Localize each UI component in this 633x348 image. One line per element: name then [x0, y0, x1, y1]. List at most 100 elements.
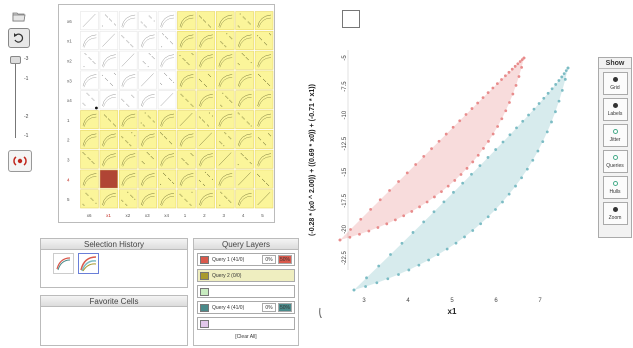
matrix-cell[interactable]: [235, 11, 254, 31]
matrix-cell[interactable]: [177, 110, 196, 130]
matrix-cell[interactable]: [157, 169, 177, 189]
matrix-cell[interactable]: [254, 110, 274, 130]
matrix-cell[interactable]: [99, 130, 119, 149]
matrix-cell[interactable]: [99, 189, 119, 209]
scatterplot-matrix[interactable]: x6 x1 x2 x3 x4 1 2 3 4 5 x6 x1 x2 x3 x4 1 2 3 4 5: [58, 4, 275, 223]
matrix-cell[interactable]: [118, 130, 138, 149]
matrix-cell[interactable]: [235, 130, 254, 149]
query-layer-row[interactable]: Query 1 (41/0) 0% 50%: [197, 253, 295, 266]
matrix-cell[interactable]: [157, 11, 177, 31]
matrix-cell[interactable]: [118, 30, 138, 50]
matrix-cell[interactable]: [138, 189, 157, 209]
matrix-cell[interactable]: [235, 169, 254, 189]
matrix-cell[interactable]: [138, 130, 157, 149]
matrix-cell[interactable]: [138, 169, 157, 189]
matrix-cell[interactable]: [216, 30, 235, 50]
matrix-cell[interactable]: [80, 30, 99, 50]
matrix-cell[interactable]: [177, 189, 196, 209]
matrix-cell[interactable]: [196, 169, 216, 189]
matrix-cell[interactable]: [138, 110, 157, 130]
layer-opacity-field[interactable]: 0%: [262, 255, 276, 264]
matrix-cell[interactable]: [196, 50, 216, 70]
query-layer-row[interactable]: [197, 285, 295, 298]
matrix-cell[interactable]: [99, 11, 119, 31]
layer-alpha-field[interactable]: 50%: [278, 255, 292, 264]
matrix-cell[interactable]: [80, 70, 99, 90]
show-zoom-button[interactable]: Zoom: [602, 202, 628, 225]
matrix-cell[interactable]: [196, 130, 216, 149]
matrix-cell[interactable]: [118, 11, 138, 31]
matrix-cell[interactable]: [80, 50, 99, 70]
clear-all-link[interactable]: [Clear All]: [235, 334, 257, 340]
matrix-cell[interactable]: [118, 50, 138, 70]
matrix-cell[interactable]: [157, 110, 177, 130]
query-layer-row[interactable]: [197, 317, 295, 330]
layer-color-swatch[interactable]: [200, 271, 209, 280]
matrix-cell[interactable]: [157, 50, 177, 70]
query-layer-row[interactable]: Query 4 (41/0) 0% 50%: [197, 301, 295, 314]
matrix-cell[interactable]: [157, 90, 177, 110]
matrix-cell[interactable]: [254, 30, 274, 50]
matrix-cell[interactable]: [235, 70, 254, 90]
matrix-cell[interactable]: [196, 11, 216, 31]
show-queries-button[interactable]: Queries: [602, 150, 628, 173]
matrix-cell[interactable]: [118, 169, 138, 189]
matrix-cell[interactable]: [99, 50, 119, 70]
matrix-cell[interactable]: [177, 70, 196, 90]
matrix-cell[interactable]: [177, 11, 196, 31]
matrix-cell[interactable]: [254, 70, 274, 90]
open-folder-button[interactable]: [8, 6, 30, 26]
matrix-cell[interactable]: [138, 70, 157, 90]
matrix-cell[interactable]: [80, 110, 99, 130]
matrix-cell[interactable]: [196, 30, 216, 50]
matrix-cell[interactable]: [118, 189, 138, 209]
matrix-cell[interactable]: [235, 30, 254, 50]
matrix-cell[interactable]: [99, 30, 119, 50]
matrix-cell[interactable]: [177, 149, 196, 169]
layer-opacity-field[interactable]: 0%: [262, 303, 276, 312]
matrix-cell[interactable]: [254, 50, 274, 70]
layer-color-swatch[interactable]: [200, 287, 209, 296]
matrix-cell[interactable]: [138, 90, 157, 110]
history-item-active[interactable]: [78, 253, 99, 274]
layer-alpha-field[interactable]: 50%: [278, 303, 292, 312]
matrix-cell[interactable]: [80, 90, 99, 110]
zoom-slider[interactable]: -3 -1 -2 -1: [10, 56, 32, 142]
matrix-cell[interactable]: [99, 70, 119, 90]
matrix-cell[interactable]: [196, 70, 216, 90]
matrix-cell[interactable]: [99, 149, 119, 169]
matrix-cell[interactable]: [118, 70, 138, 90]
matrix-cell[interactable]: [177, 169, 196, 189]
history-item[interactable]: [53, 253, 74, 274]
matrix-cell[interactable]: [196, 189, 216, 209]
matrix-cell[interactable]: [80, 11, 99, 31]
slider-thumb[interactable]: [10, 56, 21, 64]
matrix-cell[interactable]: [216, 130, 235, 149]
matrix-cell[interactable]: [216, 110, 235, 130]
matrix-cell[interactable]: [216, 50, 235, 70]
matrix-cell[interactable]: [254, 130, 274, 149]
show-jitter-button[interactable]: Jitter: [602, 124, 628, 147]
select-checkbox[interactable]: [342, 10, 360, 28]
layer-color-swatch[interactable]: [200, 303, 209, 312]
matrix-cell[interactable]: [99, 90, 119, 110]
matrix-cell[interactable]: [118, 110, 138, 130]
matrix-cell[interactable]: [216, 189, 235, 209]
matrix-cell[interactable]: [138, 11, 157, 31]
matrix-cell[interactable]: [80, 130, 99, 149]
matrix-cell[interactable]: [99, 169, 119, 189]
show-hulls-button[interactable]: Hulls: [602, 176, 628, 199]
matrix-cell[interactable]: [216, 169, 235, 189]
matrix-cell[interactable]: [118, 149, 138, 169]
matrix-cell[interactable]: [216, 11, 235, 31]
matrix-cell[interactable]: [157, 189, 177, 209]
matrix-cell[interactable]: [157, 30, 177, 50]
scatter-plot[interactable]: -5 -7.5 -10 -12.5 -15 -17.5 -20 -22.5 3 4 5 6 7 x1 (-0…: [300, 40, 596, 326]
show-grid-button[interactable]: Grid: [602, 72, 628, 95]
matrix-cell[interactable]: [254, 169, 274, 189]
matrix-cell[interactable]: [196, 90, 216, 110]
matrix-cell[interactable]: [216, 90, 235, 110]
matrix-cell[interactable]: [118, 90, 138, 110]
rotate-axes-icon[interactable]: [319, 307, 329, 323]
layer-color-swatch[interactable]: [200, 319, 209, 328]
